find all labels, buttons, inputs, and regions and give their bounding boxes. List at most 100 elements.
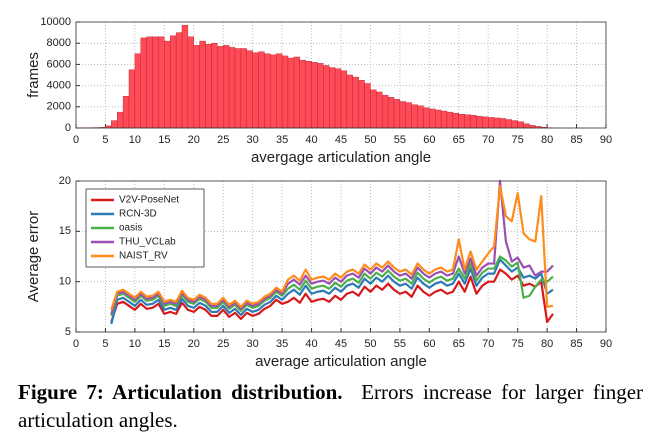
histogram-bar [134,53,141,129]
histogram-bar [346,74,353,129]
series-line [110,184,554,311]
y-tick-label: 10000 [40,16,71,28]
histogram-bar [440,110,448,129]
series-line [110,268,554,324]
x-tick-label: 45 [335,134,347,146]
series-line [110,255,554,317]
x-tick-label: 45 [335,338,347,350]
axes-frame [75,21,607,129]
histogram-bar [411,104,418,129]
y-tick-label: 2000 [47,101,71,113]
x-tick-label: 30 [247,338,259,350]
histogram-bar [264,53,271,129]
histogram-bar [252,52,259,129]
histogram-bar [511,120,518,129]
y-axis-title: frames [25,52,42,98]
histogram-bar [370,89,377,129]
x-tick-label: 80 [541,338,553,350]
histogram-bar [334,68,342,129]
histogram-bar [382,94,389,129]
histogram-bar [311,62,318,129]
caption-label: Figure 7: Articulation distribution. [18,380,343,404]
caption: Figure 7: Articulation distribution. Err… [18,378,643,434]
histogram-bar [376,91,383,129]
histogram-bar [281,55,289,129]
histogram-bar [117,111,124,129]
x-tick-label: 30 [247,134,259,146]
x-tick-label: 60 [423,338,435,350]
histogram-bar [446,111,454,129]
histogram-bar [499,118,507,129]
legend-label: NAIST_RV [119,251,168,262]
histogram-bar [276,53,283,129]
figure: 0 5 10 15 20 25 30 35 40 45 50 55 60 65 70 75 80 85 900200… [25,16,612,370]
histogram-bar [287,57,295,129]
caption-text: Errors increase for larger finger articu… [18,380,644,432]
x-tick-label: 50 [364,338,376,350]
x-tick-label: 75 [512,338,524,350]
x-tick-label: 25 [217,338,229,350]
histogram-bar [458,114,465,129]
histogram-bar [175,32,183,129]
x-tick-label: 10 [129,134,141,146]
y-tick-label: 4000 [47,80,71,92]
y-axis-title: Average error [25,211,42,302]
x-axis-title: average articulation angle [255,353,427,370]
histogram-bar [317,63,324,129]
histogram-bar [217,46,224,129]
histogram-bar [270,54,277,129]
x-tick-label: 15 [158,134,170,146]
x-tick-label: 65 [453,134,465,146]
histogram-bar [505,119,512,129]
histogram-bar [305,61,312,129]
histogram-bar [329,67,336,129]
histogram-bar [517,121,524,129]
y-tick-label: 10 [59,276,71,288]
histogram-bar [223,45,230,129]
histogram-bar [193,45,200,129]
histogram-bar [240,48,247,129]
x-tick-label: 10 [129,338,141,350]
x-tick-label: 5 [102,134,108,146]
legend-label: oasis [119,223,142,234]
histogram-bar [158,36,165,129]
y-tick-label: 5 [65,326,71,338]
histogram-bar [211,43,218,129]
histogram-bar [482,116,489,129]
y-tick-label: 8000 [47,37,71,49]
x-tick-label: 55 [394,134,406,146]
histogram-bar [199,40,206,129]
x-tick-label: 25 [217,134,229,146]
histogram-bar [393,99,401,129]
histogram-bar [399,101,406,129]
x-tick-label: 85 [570,338,582,350]
x-tick-label: 80 [541,134,553,146]
series-line [110,258,554,325]
legend-label: V2V-PoseNet [119,195,179,206]
series-line [110,179,554,315]
histogram-bar [470,115,477,129]
histogram-bar [429,108,436,129]
histogram-bar [140,37,147,129]
histogram-bar [146,36,153,129]
histogram-bar [387,97,395,129]
x-tick-label: 70 [482,134,494,146]
histogram-bar [258,51,265,129]
x-tick-label: 20 [188,134,200,146]
histogram-bar [423,107,430,129]
x-tick-label: 40 [305,338,317,350]
x-tick-label: 20 [188,338,200,350]
histogram-bar [111,120,118,129]
histogram-bar [299,59,306,129]
y-tick-label: 15 [59,225,71,237]
legend-label: RCN-3D [119,209,157,220]
histogram-bar [452,112,459,129]
histogram-bar [234,48,242,129]
histogram-bar [405,102,412,129]
histogram-bar [228,47,236,129]
histogram-bar [164,40,171,129]
histogram-bar [488,117,495,129]
histogram-bar [323,65,330,129]
histogram-bar [352,76,359,129]
